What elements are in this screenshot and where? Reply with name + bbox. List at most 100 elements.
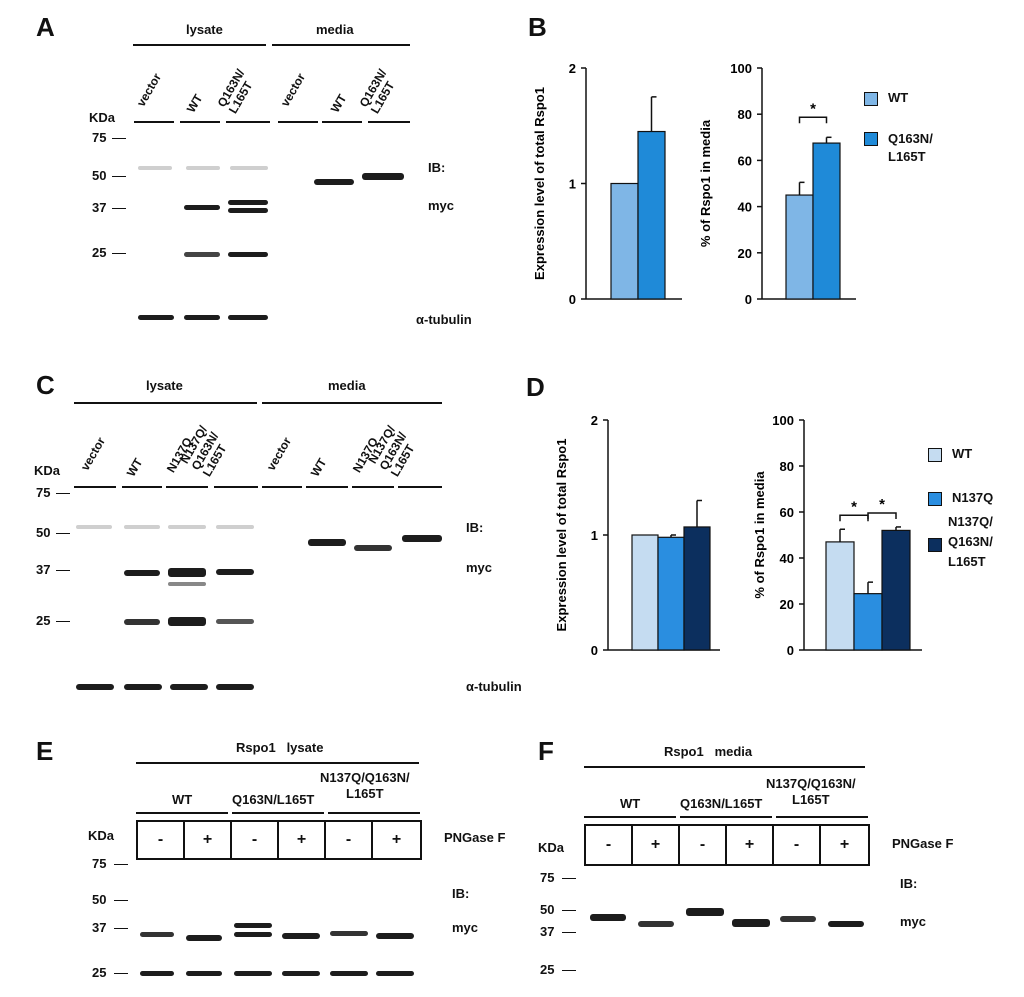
- pngase-minus: -: [774, 826, 821, 864]
- group-label-lysate: lysate: [186, 22, 223, 37]
- panel-label-f: F: [538, 736, 554, 766]
- lane-bar: [74, 486, 116, 488]
- chart-b-expression: Expression level of total Rspo1 0 1 2: [532, 61, 682, 307]
- lane-bar: [214, 486, 258, 488]
- group-label: WT: [620, 796, 641, 811]
- panel-label-e: E: [36, 736, 54, 766]
- y-tick-label: 80: [780, 459, 794, 474]
- myc-label: myc: [452, 920, 479, 935]
- marker-tick: [56, 493, 70, 494]
- tubulin-label: α-tubulin: [466, 679, 522, 694]
- marker-tick: [114, 928, 128, 929]
- y-tick-label: 2: [569, 61, 576, 76]
- marker-tick: [114, 900, 128, 901]
- marker-50: 50: [540, 902, 555, 917]
- group-label-media: media: [328, 378, 366, 393]
- media-bracket: [262, 402, 442, 404]
- pngase-minus: -: [586, 826, 633, 864]
- panel-label-c: C: [36, 370, 55, 400]
- y-tick-label: 2: [591, 413, 598, 428]
- blot-band: [184, 315, 220, 320]
- y-axis-label: % of Rspo1 in media: [752, 471, 767, 599]
- significance-bracket: [867, 512, 897, 519]
- marker-tick: [114, 973, 128, 974]
- significance-star: *: [810, 100, 816, 117]
- bar: [785, 194, 814, 300]
- blot-band: [282, 971, 320, 976]
- western-blot-tubulin: [72, 678, 268, 698]
- group-bracket: [584, 816, 676, 818]
- western-blot-myc: [128, 128, 413, 288]
- legend-label: Q163N/ L165T: [888, 131, 933, 164]
- marker-tick: [112, 253, 126, 254]
- y-tick-label: 20: [738, 246, 752, 261]
- y-tick-label: 60: [738, 153, 752, 168]
- marker-tick: [112, 208, 126, 209]
- y-tick-label: 0: [745, 292, 752, 307]
- panel-label-d: D: [526, 372, 545, 402]
- significance-star: *: [879, 496, 885, 513]
- blot-band: [76, 684, 114, 690]
- marker-tick: [562, 932, 576, 933]
- blot-band: [308, 539, 346, 546]
- lane-bar: [122, 486, 162, 488]
- group-bracket: [680, 816, 772, 818]
- marker-37: 37: [36, 562, 51, 577]
- marker-75: 75: [36, 485, 51, 500]
- media-bracket: [272, 44, 410, 46]
- legend-swatch: [928, 492, 942, 506]
- group-label-media: media: [316, 22, 354, 37]
- blot-band: [186, 971, 222, 976]
- lane-bar: [262, 486, 302, 488]
- pngase-minus: -: [138, 822, 185, 858]
- bar: [610, 182, 639, 300]
- lane-bar: [398, 486, 442, 488]
- blot-band: [168, 568, 206, 577]
- marker-75: 75: [540, 870, 555, 885]
- blot-band: [186, 166, 220, 170]
- y-axis-label: % of Rspo1 in media: [698, 119, 713, 247]
- ib-label: IB:: [466, 520, 484, 535]
- lane-label: WT: [183, 91, 206, 115]
- marker-tick: [562, 910, 576, 911]
- blot-band: [140, 932, 174, 937]
- blot-band: [828, 921, 864, 927]
- blot-band: [184, 252, 220, 257]
- pngase-plus: +: [727, 826, 774, 864]
- significance-bracket: [798, 116, 828, 124]
- marker-tick: [56, 533, 70, 534]
- lane-label: WT: [307, 455, 330, 479]
- lysate-bracket: [133, 44, 266, 46]
- group-bracket: [328, 812, 420, 814]
- pngase-plus: +: [185, 822, 232, 858]
- blot-band: [228, 252, 268, 257]
- blot-band: [216, 684, 254, 690]
- western-blot-myc: [582, 890, 872, 970]
- kda-title: KDa: [88, 828, 115, 843]
- marker-75: 75: [92, 856, 107, 871]
- pngase-label: PNGase F: [444, 830, 506, 845]
- y-tick-label: 100: [772, 413, 794, 428]
- group-label: N137Q/Q163N/ L165T: [320, 770, 410, 801]
- lane-bar: [134, 121, 174, 123]
- bar: [657, 536, 685, 651]
- marker-75: 75: [92, 130, 107, 145]
- kda-title: KDa: [538, 840, 565, 855]
- blot-band: [140, 971, 174, 976]
- y-tick-label: 0: [787, 643, 794, 658]
- blot-band: [330, 931, 368, 936]
- blot-band: [168, 582, 206, 586]
- lane-bar: [306, 486, 348, 488]
- blot-band: [638, 921, 674, 927]
- y-tick-label: 40: [780, 551, 794, 566]
- lane-label: N137Q/ Q163N/ L165T: [365, 423, 418, 479]
- marker-50: 50: [92, 892, 107, 907]
- blot-band: [330, 971, 368, 976]
- blot-band: [216, 525, 254, 529]
- panel-label-a: A: [36, 12, 55, 42]
- pngase-minus: -: [680, 826, 727, 864]
- y-tick-label: 0: [591, 643, 598, 658]
- marker-tick: [112, 176, 126, 177]
- blot-band: [228, 208, 268, 213]
- blot-band: [228, 315, 268, 320]
